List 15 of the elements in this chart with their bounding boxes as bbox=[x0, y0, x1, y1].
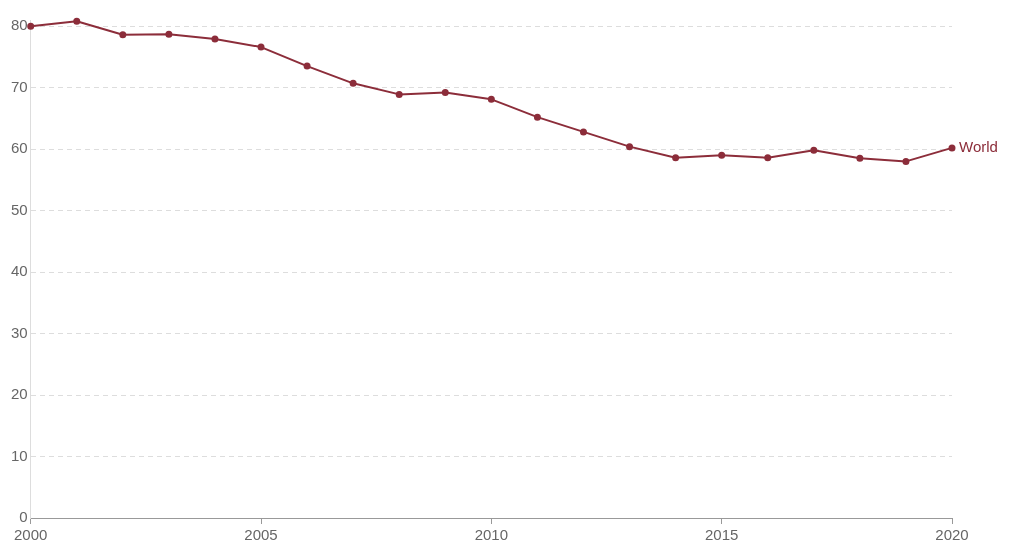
y-tick-label: 20 bbox=[11, 385, 28, 403]
series-label: World bbox=[959, 138, 998, 156]
y-tick-label: 70 bbox=[11, 77, 28, 95]
y-tick-label: 10 bbox=[11, 446, 28, 464]
y-tick-label: 80 bbox=[11, 16, 28, 34]
x-tick-label: 2010 bbox=[474, 526, 509, 544]
x-tick-label: 2015 bbox=[704, 526, 739, 544]
y-tick-label: 60 bbox=[11, 139, 28, 157]
y-tick-label: 30 bbox=[11, 323, 28, 341]
x-tick-label: 2020 bbox=[935, 526, 969, 544]
x-tick-label: 2005 bbox=[244, 526, 278, 544]
x-tick-label: 2000 bbox=[14, 526, 48, 544]
y-tick-label: 40 bbox=[11, 262, 28, 280]
y-tick-label: 50 bbox=[11, 200, 28, 218]
y-tick-label: 0 bbox=[19, 508, 28, 526]
